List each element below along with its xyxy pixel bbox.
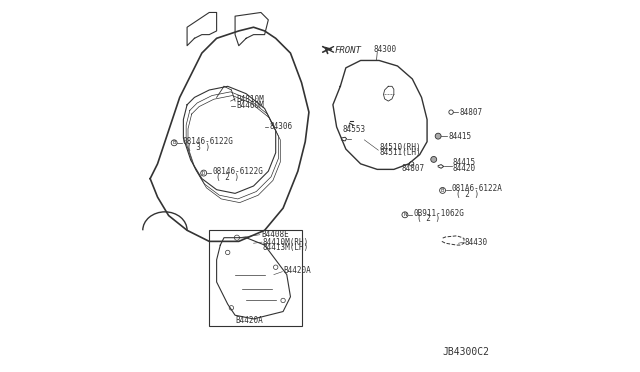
Text: 0B911-1062G: 0B911-1062G <box>413 209 464 218</box>
Text: ( 2 ): ( 2 ) <box>216 173 239 182</box>
Text: B4460M: B4460M <box>236 101 264 110</box>
Text: 84415: 84415 <box>449 132 472 141</box>
Circle shape <box>431 157 436 162</box>
Text: JB4300C2: JB4300C2 <box>443 347 490 357</box>
Text: 84511(LH): 84511(LH) <box>379 148 420 157</box>
Text: B4420A: B4420A <box>283 266 311 275</box>
Text: 84413M(LH): 84413M(LH) <box>263 243 309 252</box>
Text: B4810M: B4810M <box>236 95 264 104</box>
Text: B4420A: B4420A <box>235 316 263 325</box>
Text: B: B <box>441 188 444 193</box>
Text: 84807: 84807 <box>460 108 483 117</box>
Text: 84300: 84300 <box>374 45 397 54</box>
Text: B4408E: B4408E <box>261 230 289 239</box>
Text: 84410M(RH): 84410M(RH) <box>263 238 309 247</box>
Text: 84807: 84807 <box>401 164 424 173</box>
Text: 84415: 84415 <box>453 158 476 167</box>
Text: 84553: 84553 <box>342 125 365 134</box>
Text: 08146-6122G: 08146-6122G <box>182 137 234 146</box>
Text: ( 2 ): ( 2 ) <box>456 190 479 199</box>
Text: ( 2 ): ( 2 ) <box>417 214 440 223</box>
Text: 081A6-6122A: 081A6-6122A <box>452 185 502 193</box>
Text: 84430: 84430 <box>465 238 488 247</box>
Text: FRONT: FRONT <box>335 46 362 55</box>
Text: D: D <box>202 171 205 176</box>
Text: N: N <box>403 212 406 217</box>
Text: 84510(RH): 84510(RH) <box>379 143 420 152</box>
Text: 08146-6122G: 08146-6122G <box>212 167 263 176</box>
Circle shape <box>435 133 441 139</box>
Text: B: B <box>173 140 176 145</box>
Text: ( 3 ): ( 3 ) <box>187 143 210 152</box>
Text: 84420: 84420 <box>453 164 476 173</box>
Text: 84306: 84306 <box>269 122 292 131</box>
